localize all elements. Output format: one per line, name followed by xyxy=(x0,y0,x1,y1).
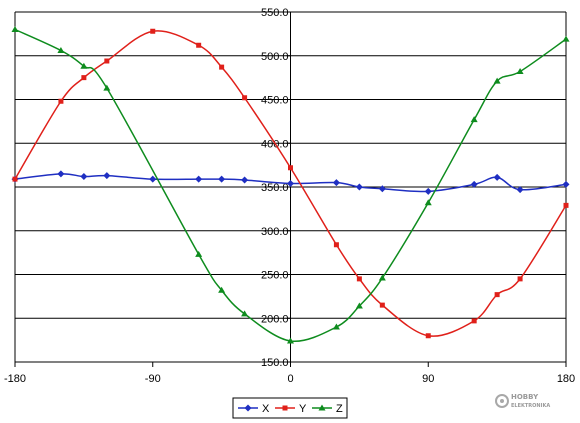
series-y-point xyxy=(356,276,362,282)
series-z-point xyxy=(470,116,478,123)
y-tick-label: 250.0 xyxy=(261,270,289,282)
series-y-point xyxy=(379,302,385,308)
series-x-point xyxy=(241,176,249,184)
watermark-text-2: ELEKTRONIKA xyxy=(511,403,550,409)
x-tick-label: 0 xyxy=(287,373,293,385)
series-x xyxy=(11,170,570,195)
series-x-point xyxy=(195,175,203,183)
series-y-point xyxy=(12,176,18,182)
series-z-point xyxy=(562,35,570,42)
series-y-point xyxy=(425,333,431,339)
y-tick-label: 200.0 xyxy=(261,313,289,325)
series-x-point xyxy=(424,187,432,195)
series-y-point xyxy=(242,95,248,101)
series-x-point xyxy=(470,180,478,188)
legend-marker-z xyxy=(318,404,326,411)
series-x-point xyxy=(378,185,386,193)
watermark-logo: HOBBY ELEKTRONIKA xyxy=(495,393,550,409)
series-y-point xyxy=(196,42,202,48)
axes xyxy=(14,11,567,367)
series-y-point xyxy=(219,64,225,70)
y-tick-label: 550.0 xyxy=(261,7,289,19)
x-tick-label: 180 xyxy=(557,373,575,385)
series-x-point xyxy=(103,172,111,180)
legend-item-x: X xyxy=(238,403,270,415)
x-tick-labels: -180 -90 0 90 180 xyxy=(4,373,575,385)
series-z-point xyxy=(241,310,249,317)
series-y-point xyxy=(104,58,110,64)
series-z-point xyxy=(80,62,88,69)
series-y-point xyxy=(58,98,64,104)
legend-marker-y xyxy=(282,405,288,411)
series-y-point xyxy=(471,318,477,324)
legend-label-z: Z xyxy=(336,403,343,415)
series-y-point xyxy=(81,75,87,81)
series-z-point xyxy=(218,286,226,293)
series-z-point xyxy=(493,77,501,84)
legend: X Y Z xyxy=(232,397,348,419)
series-y-point xyxy=(563,202,569,208)
series-x-point xyxy=(218,175,226,183)
series-x-point xyxy=(493,173,501,181)
x-tick-label: -90 xyxy=(145,373,161,385)
x-tick-label: -180 xyxy=(4,373,26,385)
series-z-point xyxy=(378,274,386,281)
series-layer xyxy=(11,26,570,344)
series-z xyxy=(11,26,570,344)
series-x-point xyxy=(355,183,363,191)
y-tick-label: 450.0 xyxy=(261,95,289,107)
legend-item-z: Z xyxy=(312,403,343,415)
series-y-point xyxy=(517,276,523,282)
series-y-point xyxy=(150,28,156,34)
series-y xyxy=(12,28,569,339)
series-y-point xyxy=(333,242,339,248)
series-x-point xyxy=(57,170,65,178)
series-z-point xyxy=(424,199,432,206)
y-tick-label: 350.0 xyxy=(261,182,289,194)
series-z-point xyxy=(516,68,524,74)
watermark-text-1: HOBBY xyxy=(511,393,539,401)
y-tick-label: 500.0 xyxy=(261,51,289,63)
watermark-icon-dot xyxy=(500,399,504,403)
legend-label-y: Y xyxy=(299,403,307,415)
series-z-point xyxy=(332,323,340,330)
y-tick-label: 300.0 xyxy=(261,226,289,238)
series-z-line xyxy=(14,28,567,343)
legend-marker-x xyxy=(244,404,252,412)
legend-label-x: X xyxy=(262,403,270,415)
series-x-point xyxy=(149,175,157,183)
series-x-point xyxy=(516,186,524,194)
series-z-point xyxy=(103,84,111,91)
series-z-point xyxy=(195,250,203,257)
series-z-point xyxy=(11,26,19,32)
series-x-point xyxy=(80,173,88,180)
series-x-point xyxy=(562,180,570,188)
series-y-point xyxy=(288,165,293,171)
y-tick-labels: 150.0200.0250.0300.0350.0400.0450.0500.0… xyxy=(261,7,289,369)
series-z-point xyxy=(355,302,363,309)
watermark-icon xyxy=(495,394,509,408)
y-tick-label: 150.0 xyxy=(261,357,289,369)
legend-item-y: Y xyxy=(275,403,307,415)
series-x-point xyxy=(287,180,294,187)
series-y-point xyxy=(494,292,500,298)
x-tick-label: 90 xyxy=(422,373,434,385)
series-z-point xyxy=(287,337,294,344)
series-z-point xyxy=(57,47,65,53)
series-x-point xyxy=(332,179,340,187)
